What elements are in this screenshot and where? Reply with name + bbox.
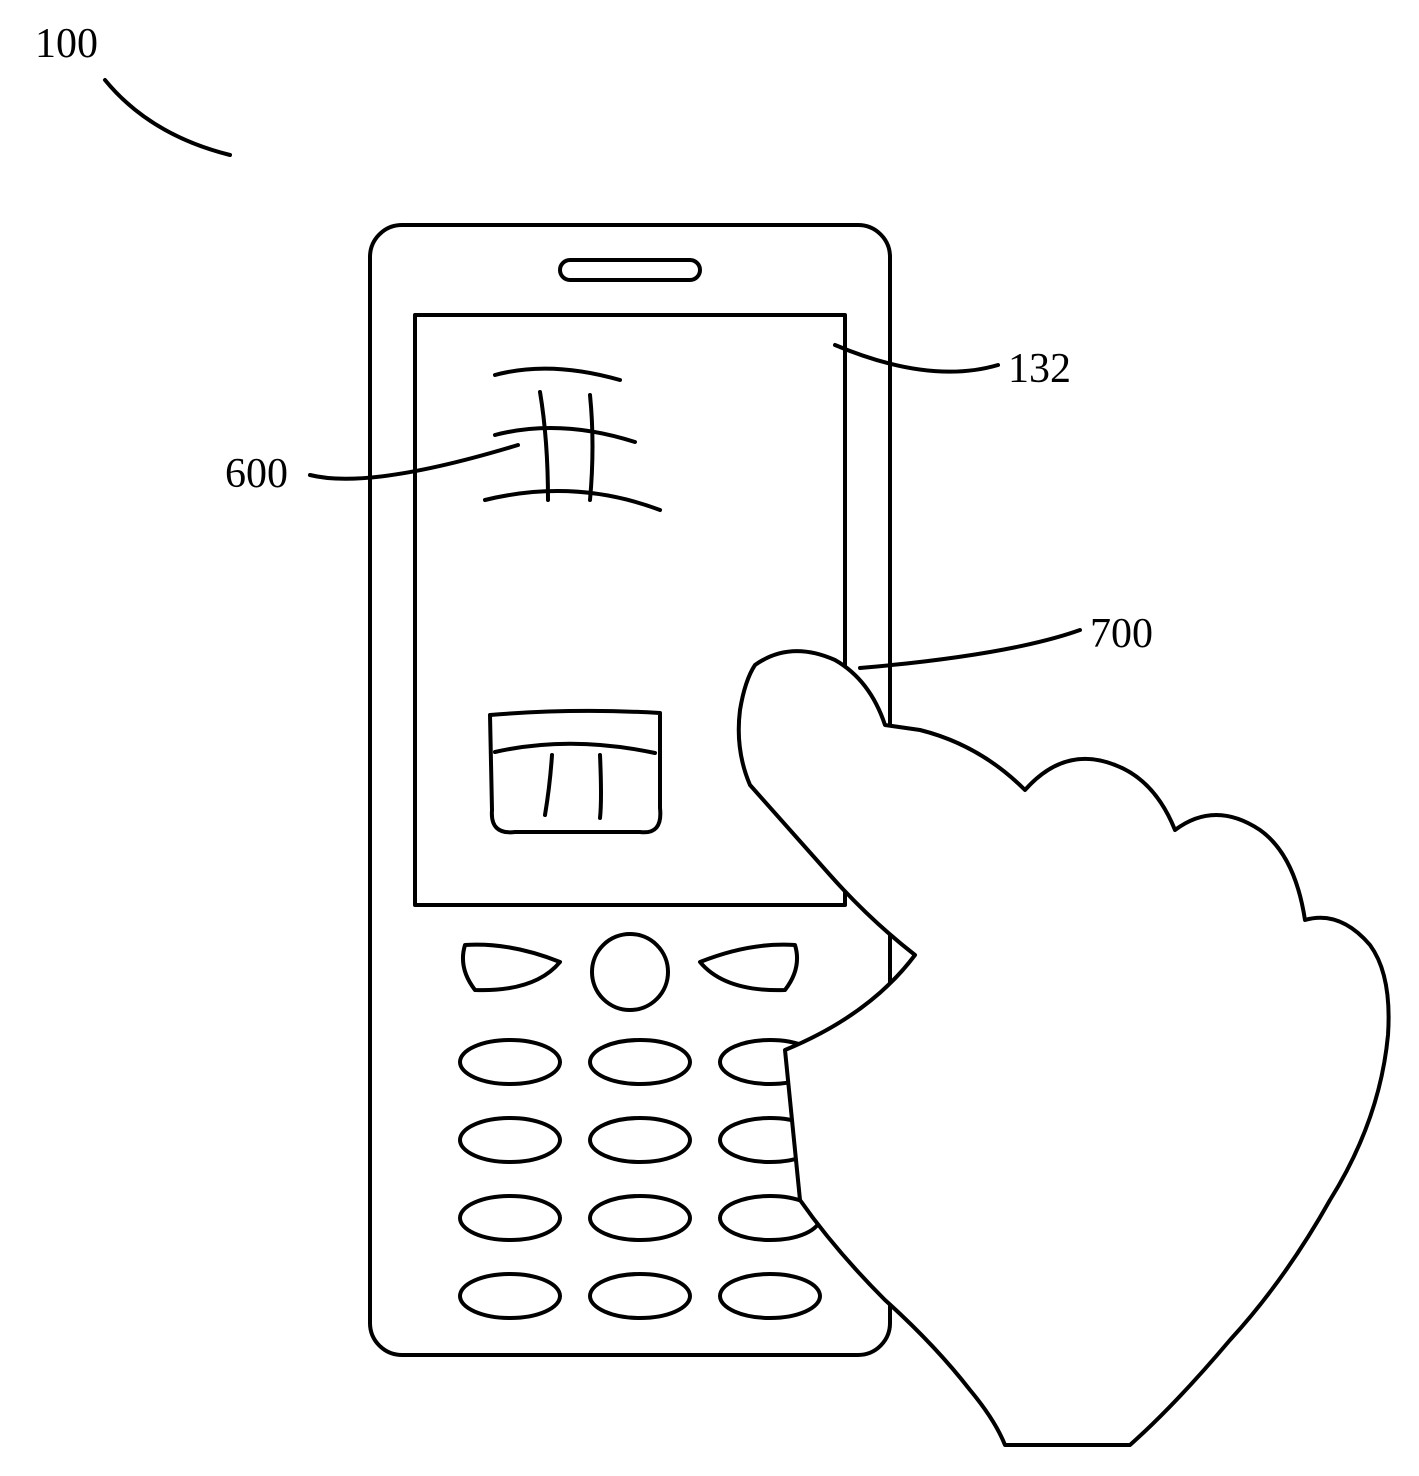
label-600: 600 [225,450,288,498]
key-r1-c0 [460,1118,560,1162]
key-r3-c0 [460,1274,560,1318]
label-100: 100 [35,20,98,68]
hand-icon [739,651,1389,1445]
leader-100 [105,80,230,155]
handwriting2-stroke-2 [545,755,552,815]
label-132: 132 [1008,345,1071,393]
patent-figure [0,0,1419,1476]
handwriting-stroke-2 [485,491,660,510]
handwriting2-stroke-0 [490,711,660,832]
handwriting2-stroke-1 [495,744,655,753]
handwriting-stroke-4 [590,395,593,500]
key-r3-c2 [720,1274,820,1318]
key-r1-c1 [590,1118,690,1162]
handwriting-stroke-0 [495,369,620,380]
key-r0-c0 [460,1040,560,1084]
leader-132 [835,345,998,372]
key-r2-c0 [460,1196,560,1240]
label-700: 700 [1090,610,1153,658]
key-r2-c1 [590,1196,690,1240]
dpad-center [592,934,668,1010]
dpad-right [700,945,797,991]
leader-700 [860,630,1080,668]
earpiece [560,260,700,280]
key-r0-c1 [590,1040,690,1084]
dpad-left [463,945,560,991]
handwriting-stroke-3 [540,392,548,500]
handwriting-stroke-1 [495,428,635,442]
key-r3-c1 [590,1274,690,1318]
handwriting2-stroke-3 [600,755,601,818]
